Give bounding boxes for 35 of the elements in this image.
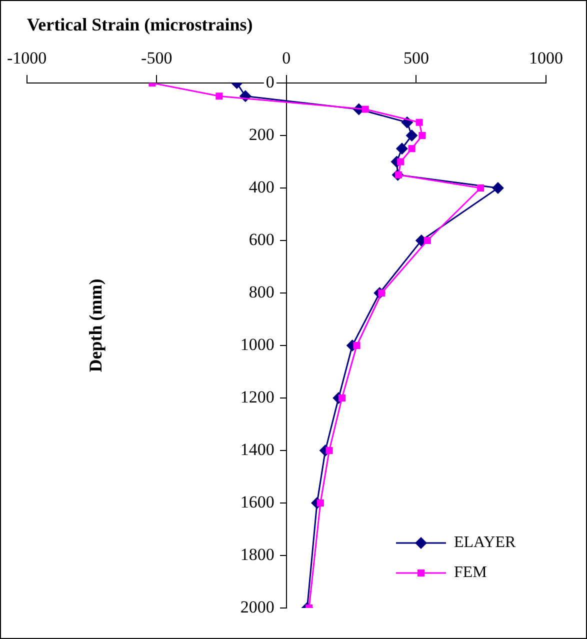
point [338,394,346,402]
y-tick-label: 1200 [240,387,274,406]
y-tick-label: 0 [266,72,274,92]
legend-label: FEM [454,564,487,582]
y-tick-label: 400 [248,177,274,196]
point [424,236,431,244]
y-tick-label: 200 [248,124,274,144]
y-tick-label: 1800 [240,544,274,564]
point [418,132,426,140]
x-tick-label: 1000 [529,48,563,68]
point [353,342,360,350]
point [362,106,369,113]
x-tick-label: 500 [403,48,429,68]
y-tick-label: 1600 [240,492,274,512]
point [416,118,423,126]
legend-label: ELAYER [454,534,516,552]
point [397,158,404,166]
y-tick-label: 800 [248,282,274,302]
point [477,184,484,192]
point [396,142,408,155]
point [216,92,223,100]
y-tick-label: 1000 [240,334,274,354]
x-axis-title: Vertical Strain (microstrains) [26,14,253,34]
point [326,446,333,454]
y-tick-label: 2000 [240,597,274,616]
point [408,145,416,152]
point [406,130,418,142]
x-tick-label: 0 [282,48,291,68]
y-axis-title: Depth (mm) [86,278,106,372]
y-tick-label: 600 [248,230,274,249]
point [316,499,324,507]
y-tick-label: 1400 [240,440,274,459]
point [492,182,504,194]
x-tick-label: -500 [141,48,172,68]
x-tick-label: -1000 [6,48,47,68]
